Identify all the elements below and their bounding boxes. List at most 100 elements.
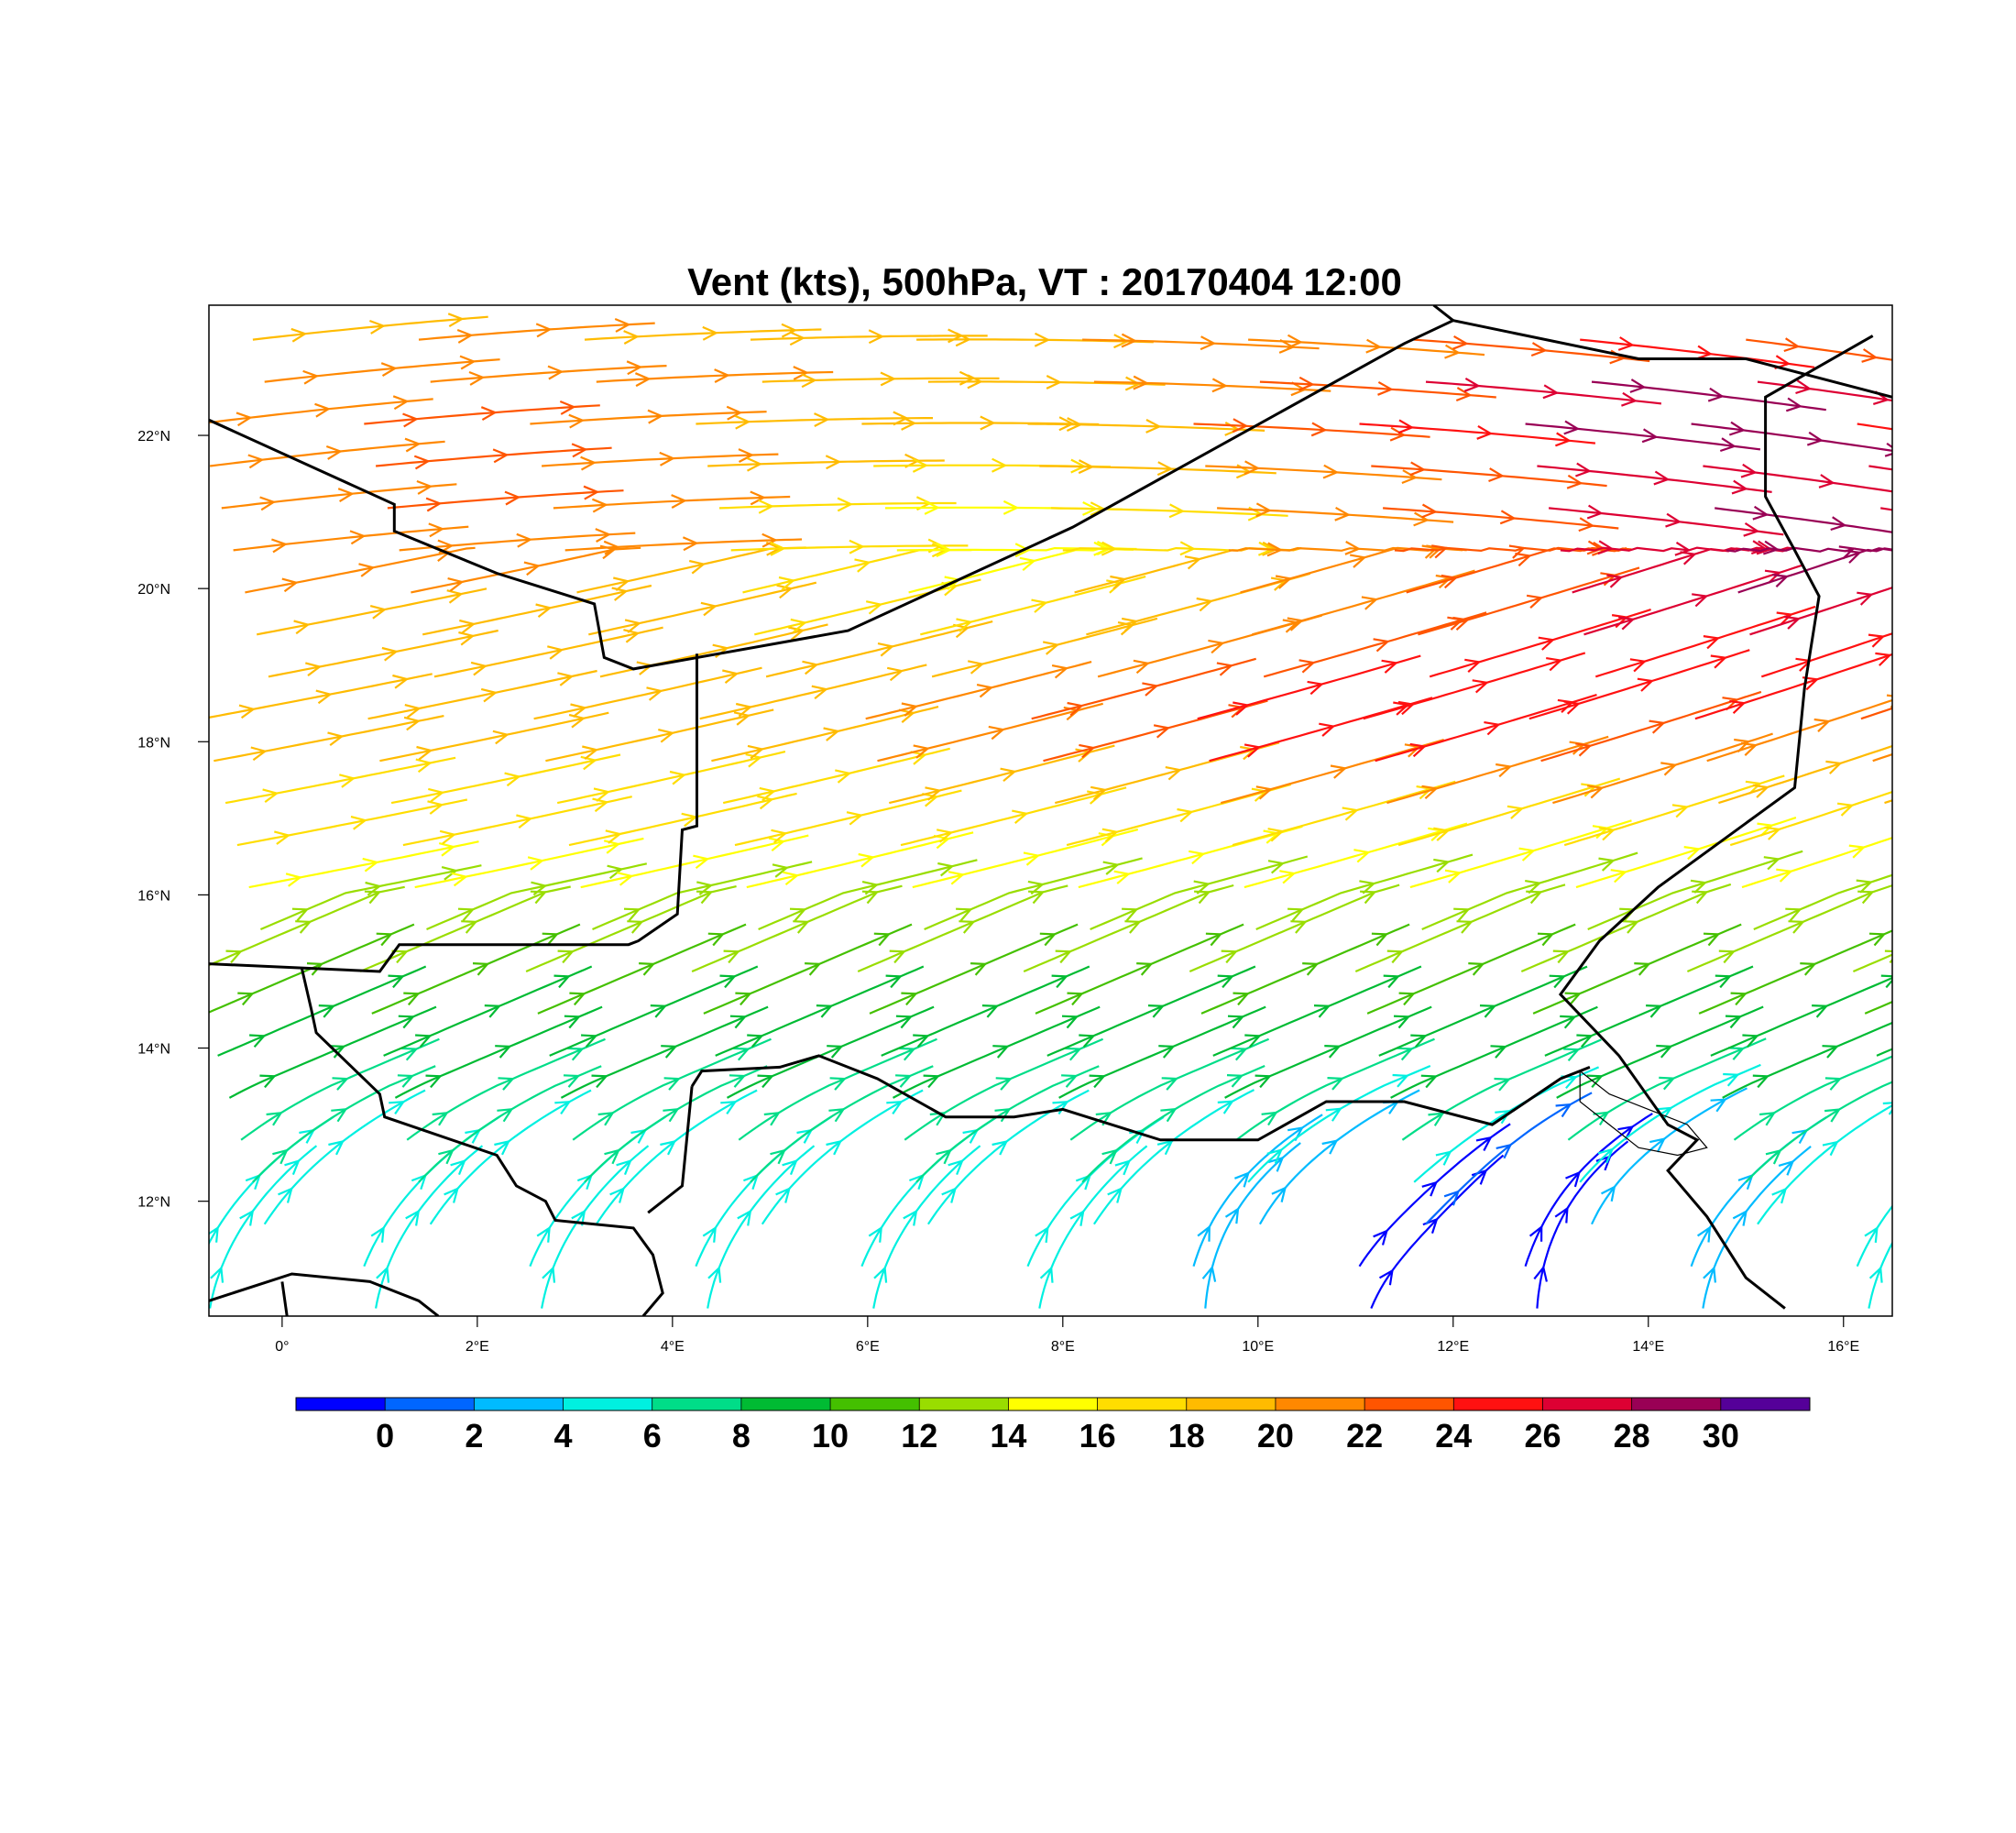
streamline-arrowhead [1302,962,1320,976]
streamline [530,411,767,425]
streamline-arrowhead [948,1158,964,1176]
streamline-arrowhead [1216,662,1234,676]
streamline [1205,465,1442,481]
streamline [1401,1038,1602,1141]
streamline-arrowhead [1066,417,1083,432]
streamline-arrowhead [388,974,405,989]
streamline-arrowhead [314,402,332,418]
streamline-arrowhead [967,660,985,675]
streamline-arrowhead [350,816,367,830]
streamline [1235,1037,1435,1141]
streamline-arrowhead [747,1034,764,1048]
streamline-arrowhead [647,409,664,424]
streamline-arrowhead [1398,992,1416,1006]
streamline-arrowhead [1703,932,1721,947]
streamline-arrowhead [901,992,918,1006]
streamline [900,786,1127,847]
streamline [252,1065,436,1183]
streamline [406,1037,606,1141]
streamline-arrowhead [1456,920,1474,934]
streamline-arrowhead [339,774,356,788]
streamline [375,446,612,467]
streamline-arrowhead [1606,574,1624,588]
streamline-arrowhead [349,530,367,545]
streamline-arrowhead [1179,541,1197,556]
streamline-arrowhead [438,842,456,857]
streamline-arrowhead [582,745,599,760]
lon-tick-label: 6°E [856,1339,880,1355]
streamline-arrowhead [531,881,548,896]
streamline-arrowhead [1464,658,1482,674]
streamline-arrowhead [328,1139,345,1156]
streamline-arrowhead [1776,868,1793,883]
streamline [418,322,655,341]
streamline [1745,1081,1892,1183]
streamline-arrowhead [580,456,597,471]
streamline-arrowhead [1576,1034,1594,1048]
streamline-arrowhead [1279,870,1297,884]
streamline [1860,707,1892,720]
streamline-arrowhead [1868,932,1887,947]
streamline [1757,380,1892,402]
streamline-arrowhead [912,458,929,473]
streamline-arrowhead [1740,463,1758,478]
streamline-arrowhead [1298,376,1315,391]
streamline [1520,883,1732,973]
streamline [1722,1021,1892,1099]
streamline-arrowhead [729,1074,747,1088]
streamline-arrowhead [627,920,644,934]
streamline-arrowhead [1160,1107,1178,1123]
streamline-arrowhead [1107,1187,1123,1203]
streamline-arrowhead [1719,437,1737,453]
streamline-arrowhead [1322,464,1340,479]
streamline [1043,699,1268,763]
streamline [1354,884,1566,973]
streamline-arrowhead [1629,658,1648,673]
streamline-arrowhead [1822,1045,1839,1059]
lat-tick-label: 20°N [137,582,170,598]
streamline-arrowhead [1659,1076,1676,1091]
streamline-arrowhead [1055,949,1073,964]
streamline-arrowhead [793,920,810,934]
lon-tick-label: 4°E [661,1339,685,1355]
streamline-arrowhead [790,618,807,633]
streamline-arrowhead [1771,1187,1788,1204]
streamline [263,1089,426,1225]
colorbar-swatch [1631,1398,1722,1410]
streamline [580,834,809,889]
streamline-arrowhead [391,949,409,964]
streamline-arrowhead [783,871,800,886]
streamline-arrowhead [771,829,788,844]
streamline-arrowhead [1133,375,1149,390]
colorbar-label: 10 [812,1417,849,1454]
streamline-arrowhead [1806,431,1824,446]
streamline-arrowhead [1752,784,1769,798]
streamline-arrowhead [559,400,576,415]
streamline [240,1037,440,1141]
streamline-arrowhead [1290,381,1308,397]
streamline [1193,423,1430,438]
streamline [1528,649,1750,720]
streamline-arrowhead [696,890,714,905]
streamline-arrowhead [1578,517,1595,532]
streamline [1552,732,1773,805]
streamline-arrowhead [516,814,533,829]
country-border [1558,335,1874,1310]
streamline-arrowhead [910,751,927,765]
streamline-arrowhead [1795,379,1813,395]
streamline-arrowhead [805,962,822,976]
streamline [1715,507,1892,533]
streamline-arrowhead [1674,541,1692,556]
streamline-arrowhead [1656,1044,1673,1059]
streamline [761,377,1000,383]
streamline-arrowhead [1637,677,1655,692]
streamline-arrowhead [1453,907,1471,922]
streamline [1536,1140,1629,1309]
streamline-arrowhead [1014,543,1032,558]
streamline-arrowhead [614,317,631,333]
streamline-arrowhead [1142,682,1159,697]
streamline-arrowhead [1325,1107,1342,1122]
streamline [422,584,652,636]
colorbar-label: 0 [376,1417,394,1454]
streamline-arrowhead [634,372,652,388]
